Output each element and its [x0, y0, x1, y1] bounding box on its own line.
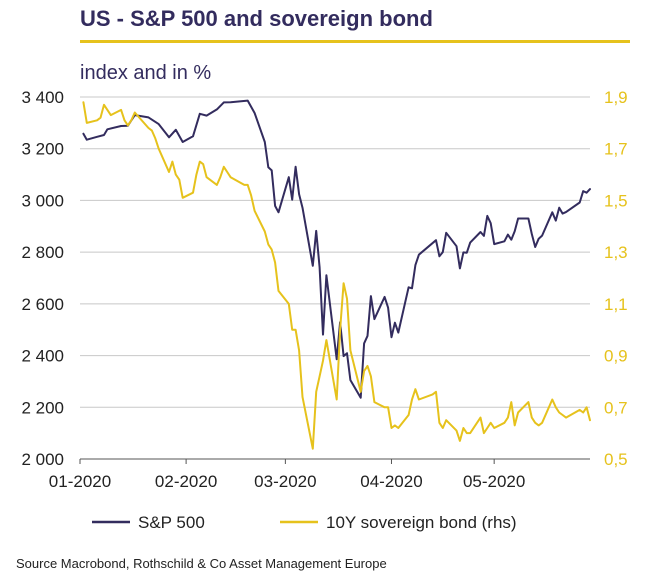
left-tick-label: 3 400: [21, 88, 64, 107]
spx-line: [82, 99, 591, 399]
x-tick-label: 04-2020: [360, 472, 422, 491]
left-tick-label: 3 000: [21, 191, 64, 210]
left-tick-label: 2 000: [21, 450, 64, 469]
chart-subtitle: index and in %: [80, 62, 212, 84]
x-tick-label: 03-2020: [254, 472, 316, 491]
right-axis-ticks: 0,5 0,7 0,9 1,1 1,3 1,5 1,7 1,9: [604, 88, 628, 469]
chart-title: US - S&P 500 and sovereign bond: [80, 6, 433, 31]
left-tick-label: 2 400: [21, 347, 64, 366]
x-tick-label: 01-2020: [49, 472, 111, 491]
legend-label-spx: S&P 500: [138, 513, 205, 532]
x-tick-label: 02-2020: [155, 472, 217, 491]
right-tick-label: 1,1: [604, 295, 628, 314]
title-underline: [80, 40, 630, 43]
series-lines: [82, 99, 591, 450]
legend-label-bond: 10Y sovereign bond (rhs): [326, 513, 517, 532]
right-tick-label: 1,7: [604, 140, 628, 159]
left-axis-ticks: 2 000 2 200 2 400 2 600 2 800 3 000 3 200 3 400: [21, 88, 64, 469]
line-chart: 2 000 2 200 2 400 2 600 2 800 3 000 3 200 3 400…: [21, 88, 628, 532]
left-tick-label: 2 600: [21, 295, 64, 314]
bond-line: [82, 101, 591, 450]
source-note: Source Macrobond, Rothschild & Co Asset …: [16, 556, 387, 571]
left-tick-label: 2 800: [21, 243, 64, 262]
right-tick-label: 1,9: [604, 88, 628, 107]
x-axis-ticks: 01-2020 02-2020 03-2020 04-2020 05-2020: [49, 459, 525, 491]
right-tick-label: 0,7: [604, 398, 628, 417]
right-tick-label: 0,9: [604, 347, 628, 366]
right-tick-label: 1,3: [604, 243, 628, 262]
gridlines: [80, 96, 590, 460]
right-tick-label: 0,5: [604, 450, 628, 469]
x-tick-label: 05-2020: [463, 472, 525, 491]
left-tick-label: 2 200: [21, 398, 64, 417]
left-tick-label: 3 200: [21, 140, 64, 159]
right-tick-label: 1,5: [604, 191, 628, 210]
legend: S&P 500 10Y sovereign bond (rhs): [92, 513, 517, 532]
